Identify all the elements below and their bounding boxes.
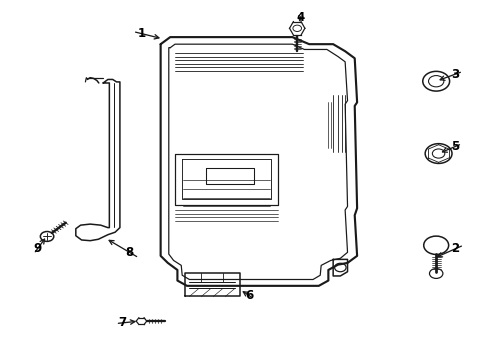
Text: 5: 5 [450,140,459,153]
Text: 3: 3 [450,68,459,81]
Text: 1: 1 [137,27,145,40]
Text: 9: 9 [33,242,41,255]
Text: 7: 7 [118,316,126,329]
Text: 2: 2 [450,242,459,255]
Text: 4: 4 [296,10,304,23]
Text: 8: 8 [125,246,133,259]
Text: 6: 6 [244,289,253,302]
